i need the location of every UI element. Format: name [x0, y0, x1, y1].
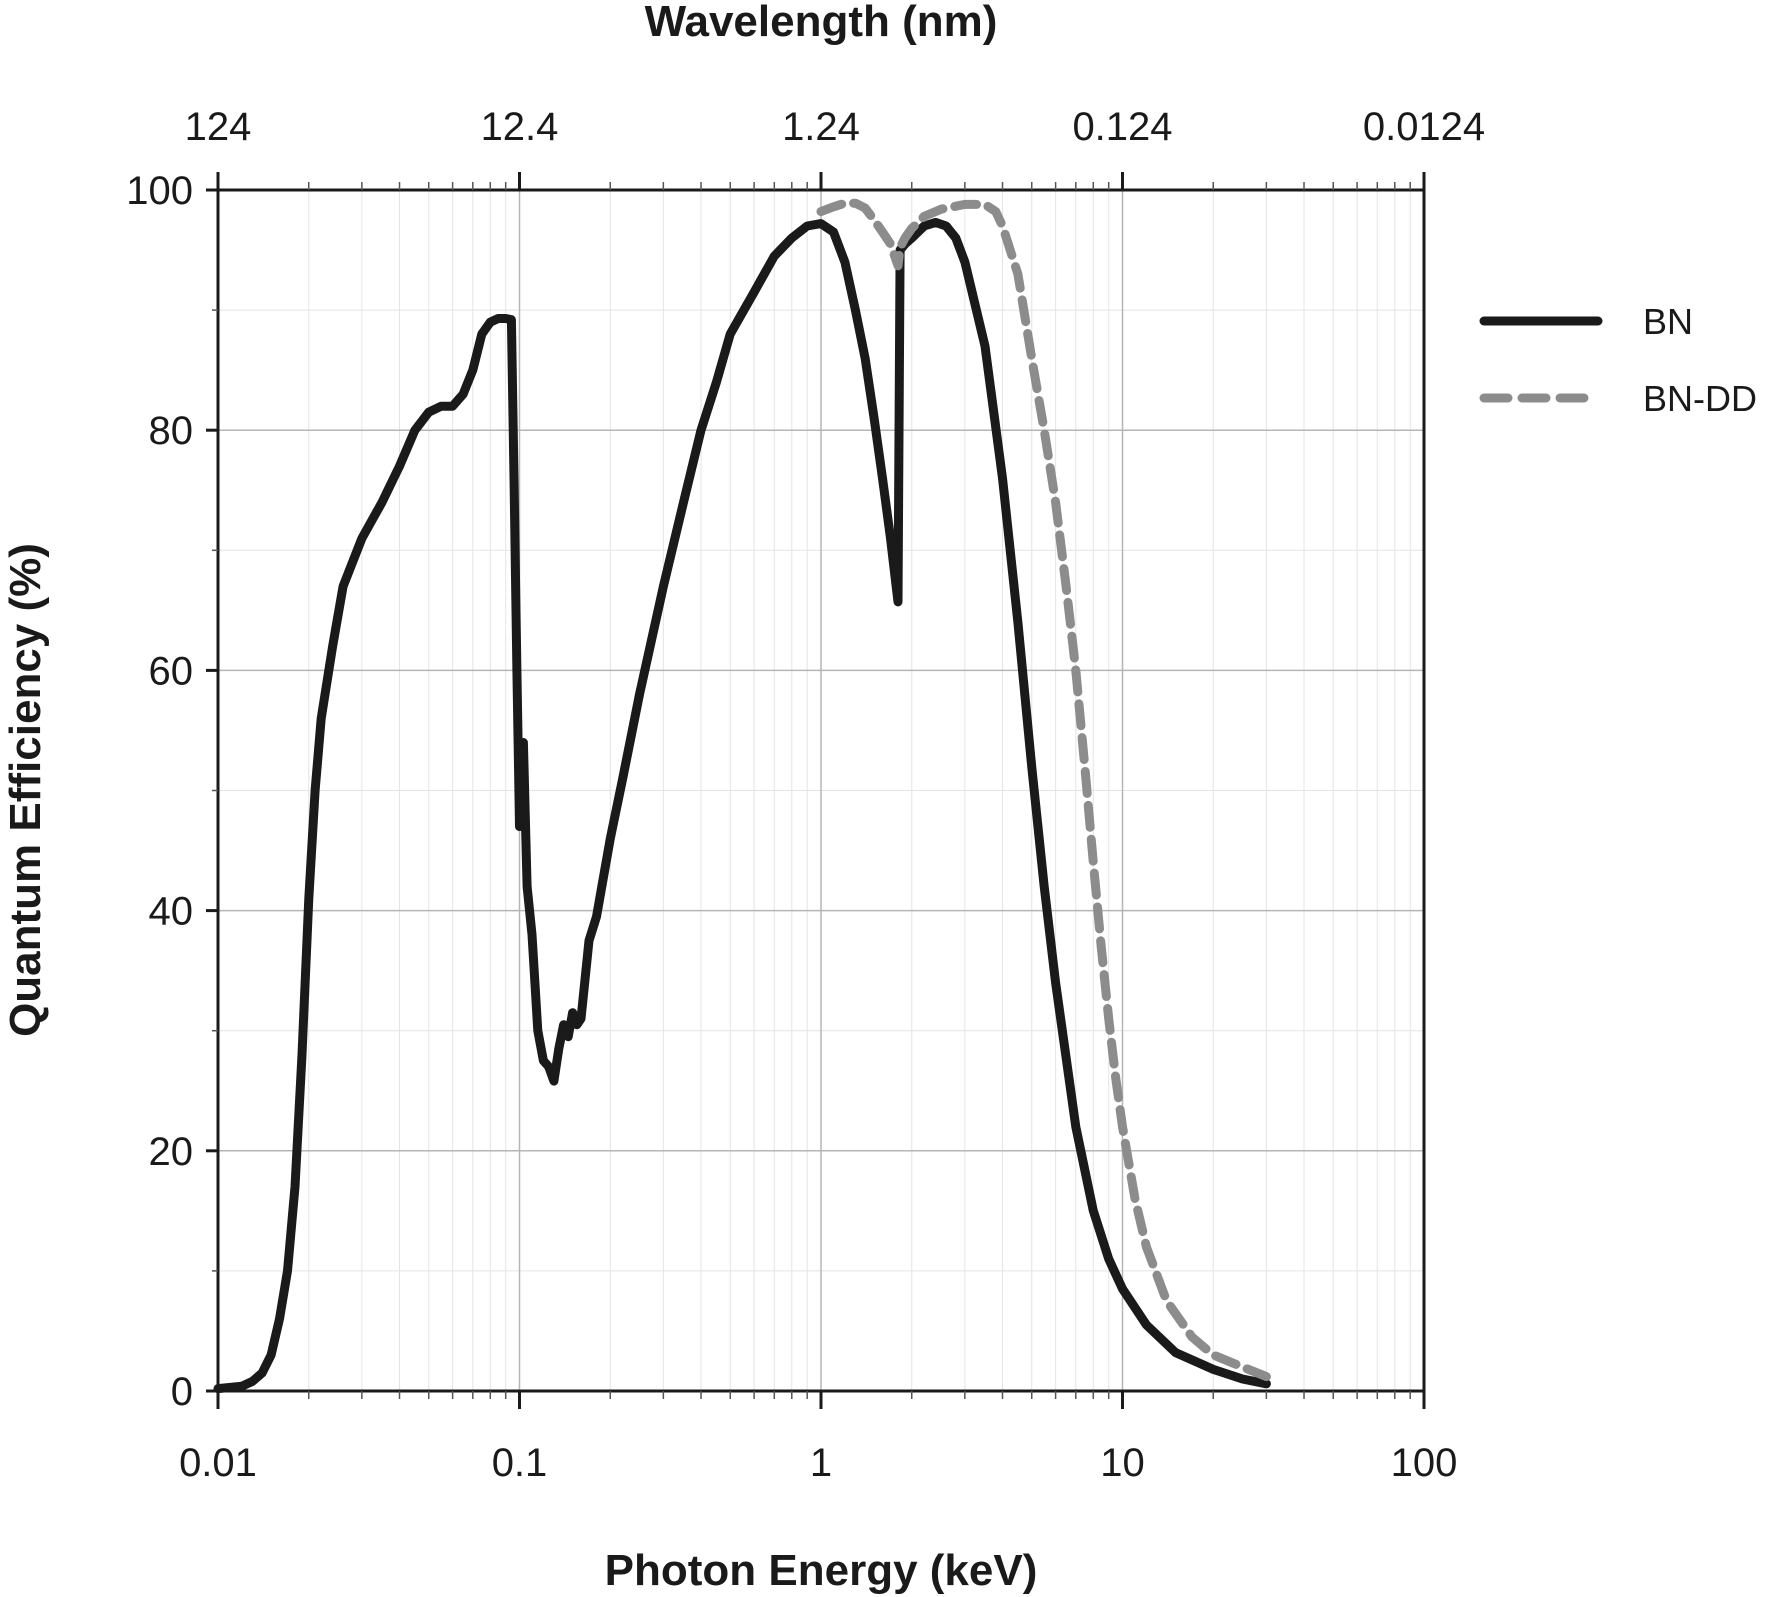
x-tick-label: 0.01 — [179, 1441, 257, 1485]
x-tick-label: 10 — [1100, 1441, 1145, 1485]
series-line-bn-dd — [816, 198, 1271, 1382]
x-tick-label: 1 — [810, 1441, 832, 1485]
x-tick-label: 0.1 — [492, 1441, 548, 1485]
x2-tick-label: 0.124 — [1072, 105, 1172, 149]
y-tick-label: 100 — [126, 169, 193, 213]
x2-tick-label: 124 — [185, 105, 252, 149]
legend-label-bn: BN — [1643, 301, 1693, 342]
y-tick-label: 60 — [149, 649, 194, 693]
legend: BN BN-DD — [1479, 301, 1757, 419]
x2-axis-title: Wavelength (nm) — [645, 0, 998, 46]
axis-ticks — [206, 172, 1426, 1409]
series-layer — [213, 198, 1271, 1394]
series-line-bn — [213, 217, 1271, 1394]
y-tick-label: 20 — [149, 1130, 194, 1174]
x2-tick-label: 1.24 — [782, 105, 860, 149]
x-axis-title: Photon Energy (keV) — [605, 1546, 1038, 1595]
tick-labels: 0.01 124 0.1 12.4 1 1.24 10 0.124 100 0.0124 0 20 40… — [126, 105, 1485, 1485]
y-tick-label: 0 — [171, 1370, 193, 1414]
x-tick-label: 100 — [1391, 1441, 1458, 1485]
x2-tick-label: 0.0124 — [1363, 105, 1485, 149]
y-tick-label: 80 — [149, 409, 194, 453]
x2-tick-label: 12.4 — [481, 105, 559, 149]
legend-label-bn-dd: BN-DD — [1643, 378, 1757, 419]
y-axis-title: Quantum Efficiency (%) — [1, 543, 50, 1037]
y-tick-label: 40 — [149, 890, 194, 934]
